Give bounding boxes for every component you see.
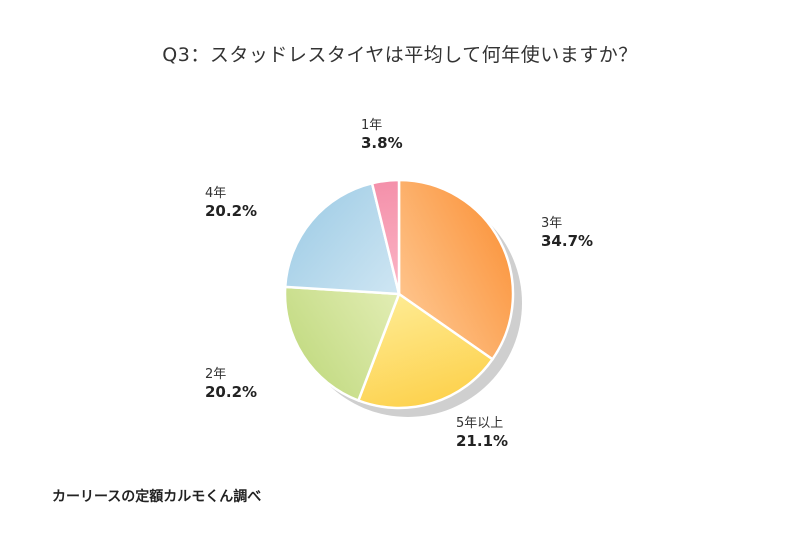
slice-label-1-year: 1年 3.8% — [361, 118, 403, 153]
slice-category: 2年 — [205, 367, 227, 382]
slice-category: 5年以上 — [456, 416, 504, 431]
slice-category: 4年 — [205, 186, 227, 201]
slice-percentage: 20.2% — [205, 383, 258, 402]
slice-category: 3年 — [541, 216, 563, 231]
pie-slice-3 — [283, 181, 401, 296]
chart-title: Q3：スタッドレスタイヤは平均して何年使いますか？ — [162, 44, 638, 66]
slice-label-2-years: 2年 20.2% — [205, 367, 257, 402]
slice-percentage: 34.7% — [541, 232, 594, 251]
slice-percentage: 20.2% — [205, 202, 258, 221]
pie-slice-2 — [283, 285, 401, 402]
slice-label-5-plus-years: 5年以上 21.1% — [456, 416, 508, 451]
slice-label-4-years: 4年 20.2% — [205, 186, 257, 221]
pie-slice-4 — [370, 178, 401, 296]
slice-label-3-years: 3年 34.7% — [541, 216, 593, 251]
slice-category: 1年 — [361, 118, 383, 133]
pie-slice-1 — [357, 292, 494, 410]
slice-percentage: 3.8% — [361, 134, 403, 153]
slice-percentage: 21.1% — [456, 432, 509, 451]
source-note: カーリースの定額カルモくん調べ — [52, 489, 262, 505]
pie-slice-0 — [397, 178, 515, 361]
